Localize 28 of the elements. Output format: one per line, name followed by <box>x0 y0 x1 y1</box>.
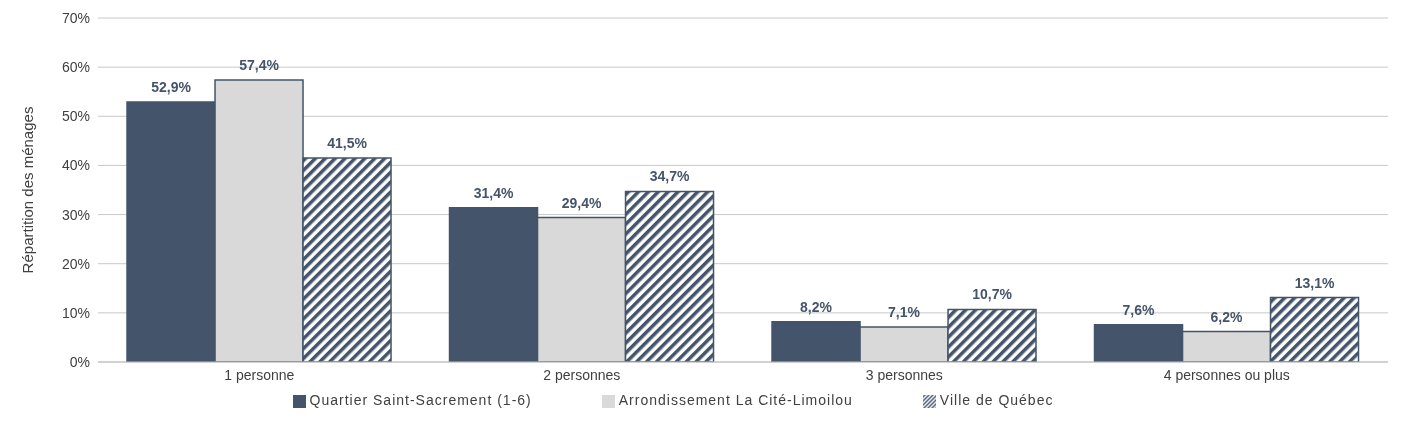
y-tick-label: 70% <box>61 9 90 26</box>
legend-label: Ville de Québec <box>939 392 1054 408</box>
data-label: 29,4% <box>561 194 602 211</box>
y-tick-label: 20% <box>61 255 90 272</box>
data-label: 41,5% <box>327 135 368 152</box>
legend-label: Arrondissement La Cité-Limoilou <box>618 392 853 408</box>
data-label: 57,4% <box>239 56 280 73</box>
data-label: 8,2% <box>800 298 833 315</box>
data-label: 13,1% <box>1294 274 1335 291</box>
data-label: 7,6% <box>1122 301 1156 318</box>
data-label: 6,2% <box>1210 308 1244 325</box>
data-label: 7,1% <box>888 304 921 321</box>
y-tick-label: 50% <box>61 108 90 125</box>
x-tick-label: 1 personne <box>224 366 295 383</box>
data-label: 10,7% <box>972 286 1013 303</box>
y-tick-label: 10% <box>61 304 90 321</box>
x-tick-label: 4 personnes ou plus <box>1163 366 1290 383</box>
y-axis-title: Répartition des ménages <box>19 106 37 274</box>
data-label: 34,7% <box>649 168 690 185</box>
x-tick-label: 2 personnes <box>543 366 621 383</box>
data-label: 52,9% <box>151 79 192 96</box>
data-label: 31,4% <box>473 184 514 201</box>
legend-label: Quartier Saint-Sacrement (1-6) <box>309 392 532 408</box>
y-tick-label: 40% <box>61 157 90 174</box>
x-tick-label: 3 personnes <box>865 366 943 383</box>
y-tick-label: 0% <box>69 353 90 370</box>
y-tick-label: 60% <box>61 59 90 76</box>
y-tick-label: 30% <box>61 206 90 223</box>
